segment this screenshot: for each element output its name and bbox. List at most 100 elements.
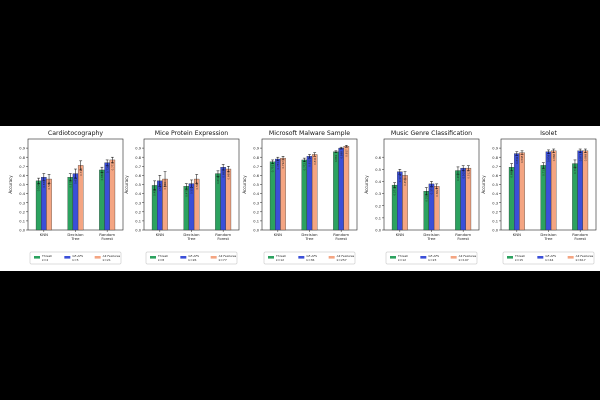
bar-value-label: 0.689: [221, 170, 225, 178]
legend-swatch: [64, 256, 71, 259]
y-tick-label: 0.6: [492, 174, 498, 178]
bar-value-label: 0.617: [74, 176, 78, 184]
x-tick-label: KNN: [513, 232, 521, 237]
y-axis-label: Accuracy: [242, 175, 247, 194]
legend-swatch: [390, 256, 396, 259]
bar-value-label: 0.565: [47, 182, 51, 190]
bar-value-label: 0.583: [42, 180, 46, 188]
legend-box: [385, 251, 478, 265]
figure-svg: Cardiotocography 0.0 0.1 0.2 0.3 0.4 0.5 0.6 0.7…: [8, 130, 597, 265]
legend-label: Thresh: [157, 254, 168, 258]
y-tick-label: 0.6: [135, 174, 141, 178]
bar-value-label: 0.318: [424, 194, 428, 202]
legend-box: [29, 251, 122, 265]
y-tick-label: 0.5: [492, 183, 498, 187]
bar-value-label: 0.362: [435, 189, 439, 197]
x-tick-label: Tree: [187, 236, 197, 241]
legend-k: k=26: [188, 258, 196, 262]
legend-label: GF-AFS: [188, 254, 199, 258]
y-tick-label: 0.0: [253, 229, 259, 233]
x-tick-label: Random: [215, 232, 231, 237]
y-tick-label: 0.9: [135, 147, 141, 151]
y-tick-label: 0.5: [135, 183, 141, 187]
bar-value-label: 0.509: [461, 171, 465, 179]
y-tick-label: 0.8: [492, 156, 498, 160]
chart-panel-3: Microsoft Malware Sample 0.0 0.1 0.2 0.3 0.4 0…: [242, 130, 358, 265]
legend-k: k=12: [276, 258, 284, 262]
legend-swatch: [507, 256, 513, 259]
y-tick-label: 0.6: [253, 174, 259, 178]
bar-value-label: 0.898: [339, 151, 343, 159]
x-tick-label: KNN: [156, 232, 164, 237]
x-tick-label: Random: [572, 232, 588, 237]
legend-swatch: [537, 256, 544, 259]
bar-value-label: 0.772: [302, 163, 306, 171]
bar-value-label: 0.559: [163, 182, 167, 190]
bar-value-label: 0.848: [520, 155, 524, 163]
legend-swatch: [420, 256, 427, 259]
chart-title: Microsoft Malware Sample: [269, 130, 350, 137]
legend-box: [145, 251, 238, 265]
bar-value-label: 0.534: [37, 184, 41, 192]
y-tick-label: 0.9: [253, 147, 259, 151]
x-tick-label: Forest: [574, 236, 586, 241]
x-tick-label: KNN: [40, 232, 48, 237]
y-tick-label: 0.5: [19, 183, 25, 187]
bar-value-label: 0.783: [276, 162, 280, 170]
legend-swatch: [180, 256, 187, 259]
bar-value-label: 0.859: [547, 154, 551, 162]
legend-label: GF-AFS: [72, 254, 83, 258]
x-tick-label: Decision: [183, 232, 200, 237]
legend-swatch: [210, 256, 217, 259]
legend-swatch: [268, 256, 274, 259]
y-tick-label: 0.8: [19, 156, 25, 160]
legend-swatch: [567, 256, 574, 259]
y-tick-label: 0.0: [492, 229, 498, 233]
y-tick-label: 0.3: [253, 201, 259, 205]
chart-title: Isolet: [540, 130, 557, 137]
y-tick-label: 0.3: [375, 192, 381, 196]
legend-swatch: [328, 256, 335, 259]
y-tick-label: 0.2: [19, 210, 25, 214]
legend-label: All Features: [337, 254, 355, 258]
bar-value-label: 0.689: [510, 170, 514, 178]
y-tick-label: 0.3: [135, 201, 141, 205]
legend-label: All Features: [576, 254, 594, 258]
y-tick-label: 0.9: [492, 147, 498, 151]
legend-swatch: [150, 256, 156, 259]
y-tick-label: 0.2: [253, 210, 259, 214]
x-tick-label: Forest: [101, 236, 113, 241]
legend-label: GF-AFS: [545, 254, 556, 258]
legend-k: k=257: [337, 258, 347, 262]
legend-label: GF-AFS: [428, 254, 439, 258]
y-tick-label: 0.9: [19, 147, 25, 151]
y-tick-label: 0.1: [135, 220, 141, 224]
y-tick-label: 0.7: [135, 165, 141, 169]
legend-swatch: [450, 256, 457, 259]
y-tick-label: 0.0: [19, 229, 25, 233]
y-axis-label: Accuracy: [124, 175, 129, 194]
y-tick-label: 0.7: [492, 165, 498, 169]
legend-k: k=12: [398, 258, 406, 262]
bar-value-label: 0.713: [541, 168, 545, 176]
y-tick-label: 0.6: [375, 156, 381, 160]
legend-k: k=15: [515, 258, 523, 262]
y-tick-label: 0.1: [19, 220, 25, 224]
chart-title: Music Genre Classification: [391, 130, 472, 137]
x-tick-label: Tree: [305, 236, 315, 241]
x-tick-label: Tree: [427, 236, 437, 241]
y-tick-label: 0.2: [135, 210, 141, 214]
bar-gf-afs: [514, 153, 520, 231]
x-tick-label: Forest: [457, 236, 469, 241]
legend-box: [502, 251, 595, 265]
legend-label: All Features: [459, 254, 477, 258]
bar-value-label: 0.660: [100, 173, 104, 181]
bar-gf-afs: [545, 151, 552, 231]
y-tick-label: 0.4: [135, 192, 141, 196]
x-tick-label: Decision: [423, 232, 440, 237]
figure-canvas: Cardiotocography 0.0 0.1 0.2 0.3 0.4 0.5 0.6 0.7…: [0, 126, 600, 271]
bar-value-label: 0.371: [393, 188, 397, 196]
legend-label: Thresh: [514, 254, 525, 258]
y-tick-label: 0.0: [375, 229, 381, 233]
y-tick-label: 0.4: [19, 192, 25, 196]
